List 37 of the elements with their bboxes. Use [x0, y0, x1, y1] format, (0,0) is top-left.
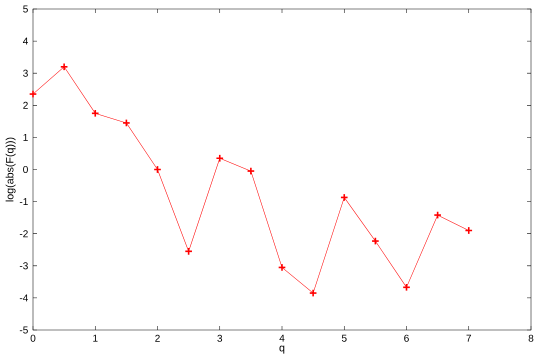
y-tick-label: 5 [23, 6, 28, 12]
point [308, 288, 318, 298]
y-tick-label: 4 [22, 38, 28, 45]
y-tick-label: -1 [20, 198, 28, 206]
point [153, 165, 162, 174]
point [433, 210, 442, 220]
x-tick-label: 8 [528, 334, 534, 342]
y-tick-label: -4 [20, 294, 28, 302]
y-tick-label: -2 [20, 230, 28, 238]
x-tick-label: 1 [93, 334, 98, 342]
x-tick-label: 2 [155, 334, 160, 342]
x-axis-title: q [279, 346, 284, 354]
x-tick-label: 3 [217, 334, 222, 342]
point [246, 166, 256, 176]
point [278, 263, 286, 272]
point [340, 193, 348, 202]
x-tick-label: 7 [466, 334, 472, 342]
y-tick-label: 3 [23, 70, 28, 77]
point [60, 62, 68, 71]
y-tick-label: 0 [23, 166, 28, 174]
point [91, 109, 100, 118]
x-tick-label: 0 [30, 334, 36, 342]
point [402, 283, 411, 292]
point [464, 226, 473, 235]
y-axis-title: log(abs(F(q))) [6, 138, 16, 202]
x-tick-label: 4 [279, 334, 284, 342]
point [28, 90, 38, 98]
x-tick-label: 5 [342, 334, 347, 342]
x-tick-label: 6 [404, 334, 409, 342]
point [184, 247, 193, 256]
y-tick-label: -3 [20, 262, 28, 270]
point [216, 154, 224, 162]
point [371, 236, 380, 246]
y-tick-label: 2 [23, 102, 28, 109]
y-tick-label: -5 [20, 326, 28, 334]
point [122, 118, 131, 128]
y-tick-label: 1 [23, 134, 28, 141]
